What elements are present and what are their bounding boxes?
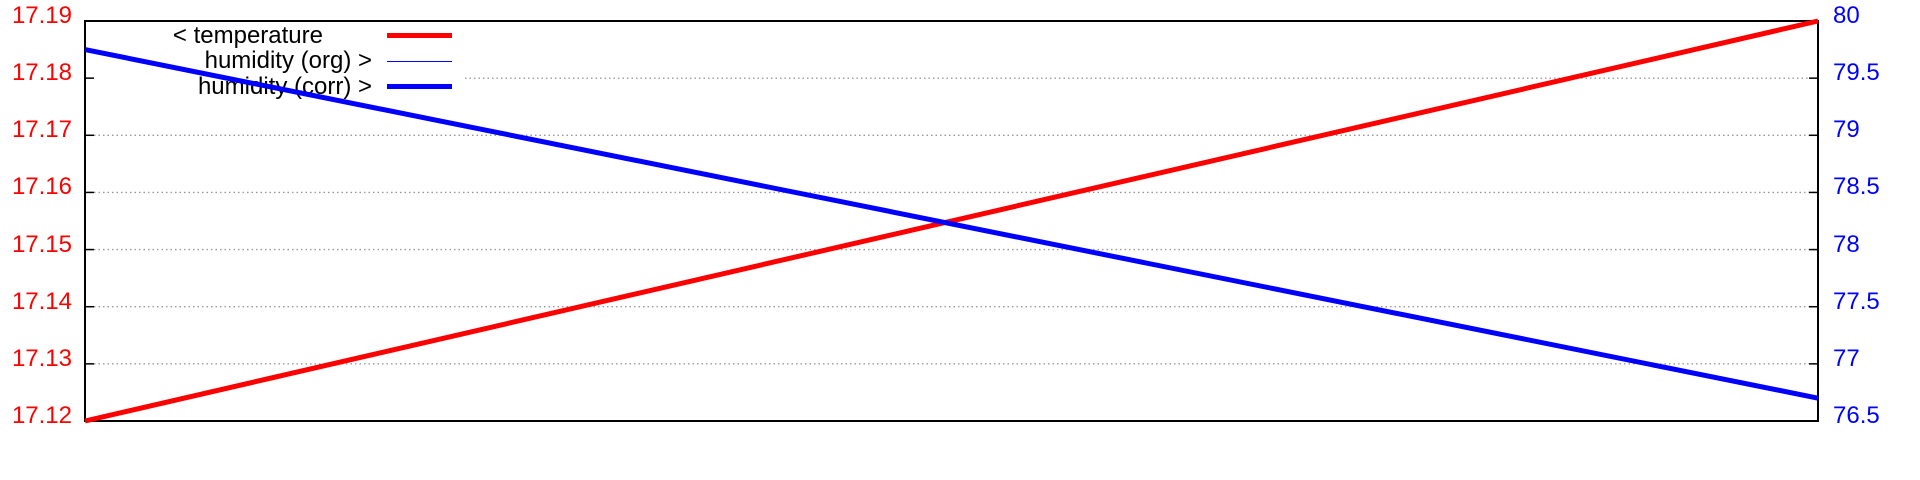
y-right-tick-label: 79.5 xyxy=(1833,59,1880,87)
series-line-temperature xyxy=(84,18,1819,424)
y-left-tick-label: 17.17 xyxy=(11,116,72,144)
legend-sample-line xyxy=(387,33,452,39)
y-right-tick-label: 79 xyxy=(1833,116,1860,144)
y-right-tick-label: 77.5 xyxy=(1833,287,1880,315)
series-line-humidity-corr xyxy=(84,47,1819,401)
y-right-tick-label: 77 xyxy=(1833,344,1860,372)
legend-label: humidity (org) > xyxy=(204,47,372,75)
legend-row: humidity (org) > xyxy=(0,47,452,75)
chart-svg xyxy=(84,18,1819,424)
y-left-tick-label: 17.18 xyxy=(11,59,72,87)
y-left-tick-label: 17.16 xyxy=(11,173,72,201)
y-right-tick-label: 80 xyxy=(1833,2,1860,29)
legend-row: < temperature xyxy=(0,21,452,49)
legend-label: < temperature xyxy=(172,21,323,49)
legend-sample-line xyxy=(387,84,452,90)
y-left-tick-label: 17.13 xyxy=(11,344,72,372)
y-left-tick-label: 17.19 xyxy=(11,2,72,29)
y-right-tick-label: 76.5 xyxy=(1833,402,1880,429)
y-left-tick-label: 17.15 xyxy=(11,230,72,258)
plot-area xyxy=(84,18,1819,424)
legend: < temperature humidity (org) > humidity (c… xyxy=(0,21,452,100)
plot-border xyxy=(84,20,1819,422)
y-right-tick-label: 78 xyxy=(1833,230,1860,258)
y-left-tick-label: 17.14 xyxy=(11,287,72,315)
y-right-tick-label: 78.5 xyxy=(1833,173,1880,201)
legend-sample-line xyxy=(387,60,452,62)
y-left-tick-label: 17.12 xyxy=(11,402,72,429)
